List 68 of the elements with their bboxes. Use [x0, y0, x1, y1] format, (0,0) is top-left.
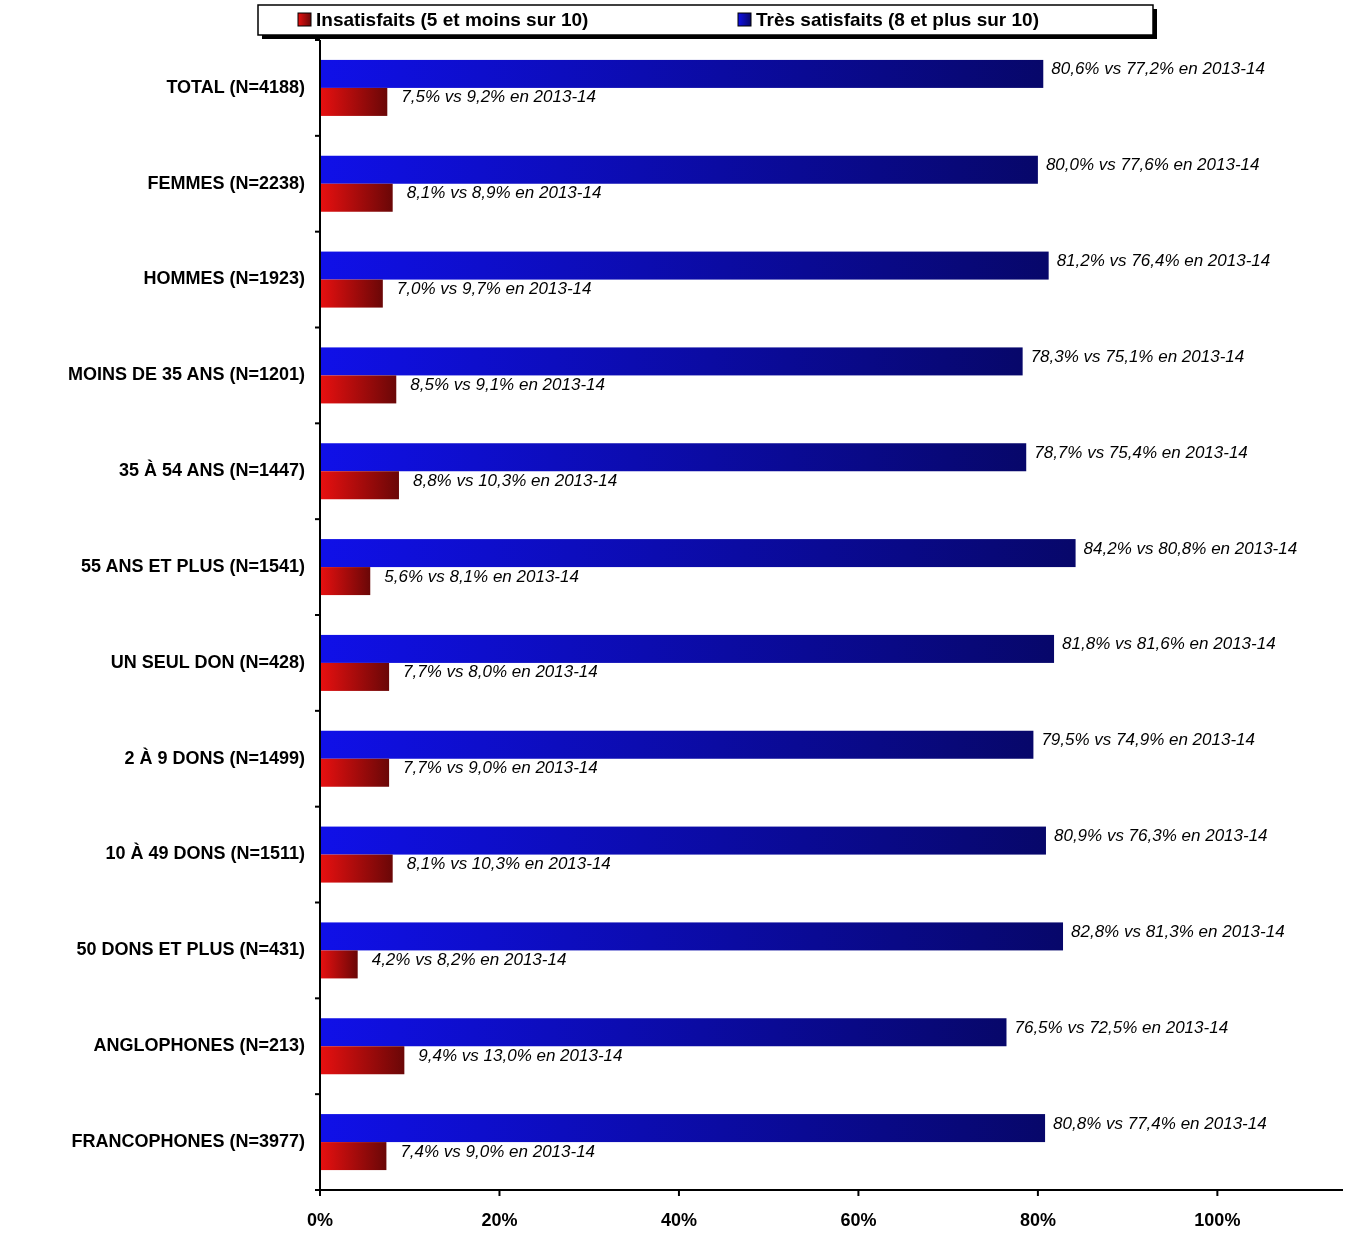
data-label: 81,2% vs 76,4% en 2013-14 [1056, 251, 1271, 271]
data-label: 82,8% vs 81,3% en 2013-14 [1071, 921, 1285, 941]
legend-label: Très satisfaits (8 et plus sur 10) [756, 9, 1040, 31]
bar [320, 471, 399, 500]
bar [320, 1114, 1046, 1143]
data-label: 81,8% vs 81,6% en 2013-14 [1062, 634, 1276, 654]
bar [320, 155, 1038, 184]
data-label: 79,5% vs 74,9% en 2013-14 [1041, 730, 1256, 750]
data-label: 78,3% vs 75,1% en 2013-14 [1030, 346, 1245, 366]
bar [320, 279, 383, 308]
data-label: 8,1% vs 10,3% en 2013-14 [406, 854, 611, 874]
bar [320, 87, 388, 116]
bar [320, 730, 1034, 759]
y-tick-label: UN SEUL DON (N=428) [110, 651, 305, 672]
x-tick-label: 80% [1019, 1210, 1056, 1230]
x-tick-label: 60% [840, 1210, 877, 1230]
y-tick-label: 55 ANS ET PLUS (N=1541) [81, 555, 305, 576]
bar [320, 251, 1049, 280]
data-label: 80,9% vs 76,3% en 2013-14 [1053, 826, 1268, 846]
data-label: 9,4% vs 13,0% en 2013-14 [418, 1045, 623, 1065]
data-label: 8,1% vs 8,9% en 2013-14 [406, 183, 602, 203]
data-label: 4,2% vs 8,2% en 2013-14 [371, 949, 567, 969]
data-label: 76,5% vs 72,5% en 2013-14 [1014, 1017, 1229, 1037]
bar [320, 1046, 405, 1075]
bar [320, 922, 1064, 951]
bar [320, 443, 1027, 472]
y-tick-label: TOTAL (N=4188) [166, 76, 305, 97]
data-label: 7,7% vs 8,0% en 2013-14 [403, 662, 598, 682]
data-label: 7,0% vs 9,7% en 2013-14 [396, 279, 592, 299]
data-label: 5,6% vs 8,1% en 2013-14 [384, 566, 579, 586]
data-label: 7,4% vs 9,0% en 2013-14 [400, 1141, 596, 1161]
x-tick-label: 0% [306, 1210, 334, 1230]
bar [320, 634, 1055, 663]
y-tick-label: FRANCOPHONES (N=3977) [71, 1130, 305, 1151]
bar [320, 567, 371, 596]
bar [320, 183, 393, 212]
bar [320, 1018, 1007, 1047]
bar [320, 758, 390, 787]
data-label: 80,8% vs 77,4% en 2013-14 [1053, 1113, 1267, 1133]
y-tick-label: 2 À 9 DONS (N=1499) [124, 746, 305, 768]
y-tick-label: ANGLOPHONES (N=213) [93, 1035, 305, 1055]
y-tick-label: 35 À 54 ANS (N=1447) [119, 459, 305, 480]
bar [320, 854, 393, 883]
data-label: 7,5% vs 9,2% en 2013-14 [401, 87, 596, 107]
data-label: 80,6% vs 77,2% en 2013-14 [1051, 59, 1265, 79]
data-label: 84,2% vs 80,8% en 2013-14 [1083, 538, 1298, 558]
legend-label: Insatisfaits (5 et moins sur 10) [316, 9, 589, 31]
x-tick-label: 100% [1194, 1210, 1241, 1230]
y-tick-label: MOINS DE 35 ANS (N=1201) [68, 364, 305, 385]
data-label: 8,5% vs 9,1% en 2013-14 [410, 374, 605, 394]
y-tick-label: 10 À 49 DONS (N=1511) [105, 842, 305, 864]
data-label: 80,0% vs 77,6% en 2013-14 [1045, 155, 1260, 175]
bar [320, 950, 358, 979]
x-tick-label: 40% [660, 1210, 697, 1230]
data-label: 78,7% vs 75,4% en 2013-14 [1034, 442, 1248, 462]
bar [320, 59, 1044, 88]
x-tick-label: 20% [481, 1210, 518, 1230]
bar [320, 375, 397, 404]
y-tick-label: FEMMES (N=2238) [147, 172, 305, 193]
y-tick-label: 50 DONS ET PLUS (N=431) [76, 939, 305, 960]
bar [320, 1142, 387, 1171]
y-tick-label: HOMMES (N=1923) [143, 268, 305, 289]
bar [320, 539, 1076, 568]
bar [320, 826, 1046, 855]
data-label: 7,7% vs 9,0% en 2013-14 [403, 758, 598, 778]
bar [320, 662, 390, 691]
data-label: 8,8% vs 10,3% en 2013-14 [412, 470, 618, 490]
bar [320, 347, 1023, 376]
